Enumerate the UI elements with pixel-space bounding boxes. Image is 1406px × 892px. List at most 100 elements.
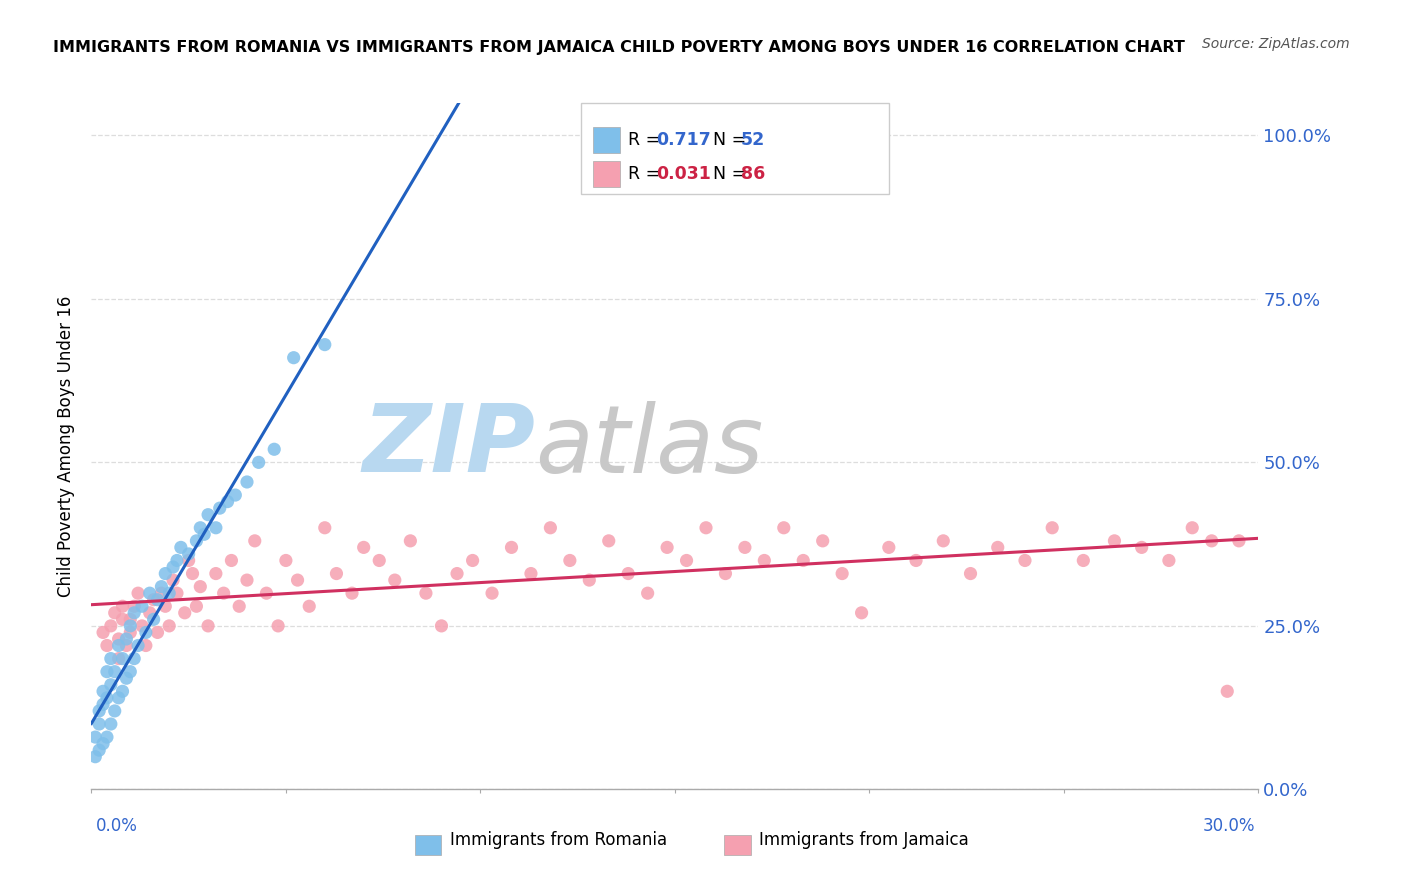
Point [135, 625, 157, 640]
Point [208, 501, 231, 516]
Point [578, 573, 600, 587]
Text: N =: N = [713, 165, 752, 183]
Point [107, 651, 129, 665]
Text: 86: 86 [741, 165, 765, 183]
Point [212, 586, 235, 600]
Point [298, 599, 321, 614]
Point [107, 632, 129, 646]
Point [150, 586, 173, 600]
Point [155, 599, 177, 614]
Point [146, 625, 169, 640]
Point [142, 612, 165, 626]
Point [353, 541, 375, 555]
Point [127, 586, 149, 600]
Point [181, 566, 204, 581]
Point [267, 619, 290, 633]
Point [228, 599, 250, 614]
Point [84, 730, 107, 744]
Point [415, 586, 437, 600]
Text: IMMIGRANTS FROM ROMANIA VS IMMIGRANTS FROM JAMAICA CHILD POVERTY AMONG BOYS UNDE: IMMIGRANTS FROM ROMANIA VS IMMIGRANTS FR… [53, 40, 1185, 55]
Point [446, 566, 468, 581]
Point [104, 704, 127, 718]
Point [91, 625, 114, 640]
Text: atlas: atlas [534, 401, 763, 491]
Point [325, 566, 347, 581]
Text: Source: ZipAtlas.com: Source: ZipAtlas.com [1202, 37, 1350, 52]
Point [122, 651, 145, 665]
Point [1040, 521, 1063, 535]
Point [399, 533, 422, 548]
Text: R =: R = [628, 165, 666, 183]
Point [1157, 553, 1180, 567]
Text: N =: N = [713, 131, 752, 149]
Point [287, 573, 309, 587]
Y-axis label: Child Poverty Among Boys Under 16: Child Poverty Among Boys Under 16 [58, 295, 76, 597]
Text: Immigrants from Jamaica: Immigrants from Jamaica [759, 830, 969, 848]
Text: 52: 52 [741, 131, 765, 149]
Point [177, 547, 200, 561]
Point [598, 533, 620, 548]
Point [617, 566, 640, 581]
Point [1227, 533, 1250, 548]
Point [205, 521, 228, 535]
Point [772, 521, 794, 535]
Text: 0.717: 0.717 [657, 131, 711, 149]
Point [120, 612, 142, 626]
Text: ZIP: ZIP [361, 400, 534, 492]
Point [131, 619, 153, 633]
Point [173, 606, 195, 620]
Point [714, 566, 737, 581]
Point [1216, 684, 1239, 698]
Point [263, 442, 285, 457]
Point [122, 606, 145, 620]
Point [224, 488, 246, 502]
Point [959, 566, 981, 581]
Point [120, 625, 142, 640]
Point [1130, 541, 1153, 555]
Point [205, 566, 228, 581]
Point [754, 553, 776, 567]
Point [1181, 521, 1204, 535]
Point [430, 619, 453, 633]
Point [135, 639, 157, 653]
Point [236, 475, 259, 489]
Point [792, 553, 814, 567]
Point [96, 690, 118, 705]
Point [150, 580, 173, 594]
Text: R =: R = [628, 131, 666, 149]
Point [162, 573, 184, 587]
Point [107, 690, 129, 705]
Point [217, 494, 239, 508]
Point [115, 639, 138, 653]
Point [170, 541, 193, 555]
Point [166, 553, 188, 567]
Point [157, 586, 180, 600]
Point [314, 337, 336, 351]
Point [274, 553, 297, 567]
Text: 0.031: 0.031 [657, 165, 711, 183]
Point [811, 533, 834, 548]
Point [256, 586, 278, 600]
Point [734, 541, 756, 555]
Point [84, 749, 107, 764]
Point [89, 704, 111, 718]
Point [89, 743, 111, 757]
Point [111, 599, 134, 614]
Point [1104, 533, 1126, 548]
Point [558, 553, 581, 567]
Point [243, 533, 266, 548]
Point [461, 553, 484, 567]
Point [111, 651, 134, 665]
Text: Immigrants from Romania: Immigrants from Romania [450, 830, 666, 848]
Point [96, 639, 118, 653]
Point [520, 566, 543, 581]
Point [538, 521, 561, 535]
Point [107, 639, 129, 653]
Point [100, 619, 122, 633]
Point [120, 665, 142, 679]
Point [501, 541, 523, 555]
Point [89, 717, 111, 731]
Point [675, 553, 697, 567]
Point [166, 586, 188, 600]
Point [157, 619, 180, 633]
